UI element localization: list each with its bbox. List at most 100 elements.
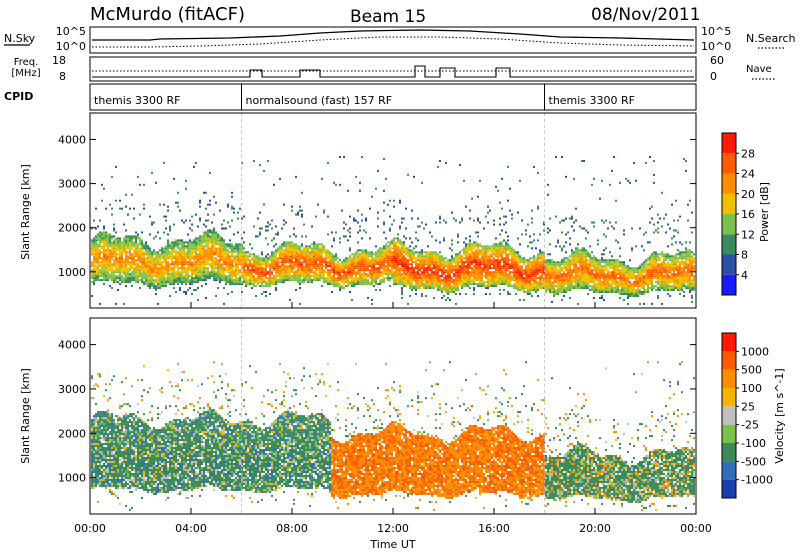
range-gate-cell: [139, 275, 141, 278]
range-gate-cell: [119, 245, 121, 248]
range-gate-cell: [427, 273, 429, 276]
range-gate-cell: [331, 231, 333, 234]
range-gate-cell: [419, 257, 421, 260]
range-gate-cell: [543, 287, 545, 290]
range-gate-cell: [211, 221, 213, 224]
range-gate-cell: [345, 235, 347, 238]
range-gate-cell: [415, 251, 417, 254]
range-gate-cell: [351, 279, 353, 282]
range-gate-cell: [213, 261, 215, 264]
range-gate-cell: [175, 281, 177, 284]
range-gate-cell: [563, 279, 565, 282]
range-gate-cell: [407, 267, 409, 270]
range-gate-cell: [237, 243, 239, 246]
range-gate-cell: [495, 185, 497, 188]
range-gate-cell: [403, 255, 405, 258]
range-gate-cell: [99, 219, 101, 222]
range-gate-cell: [203, 277, 205, 280]
range-gate-cell: [351, 285, 353, 288]
range-gate-cell: [483, 257, 485, 260]
range-gate-cell: [289, 247, 291, 250]
range-gate-cell: [513, 249, 515, 252]
range-gate-cell: [255, 265, 257, 268]
range-gate-cell: [389, 251, 391, 254]
range-gate-cell: [517, 265, 519, 268]
range-gate-cell: [283, 219, 285, 222]
range-gate-cell: [275, 261, 277, 264]
range-gate-cell: [311, 251, 313, 254]
range-gate-cell: [539, 257, 541, 260]
range-gate-cell: [451, 263, 453, 266]
range-gate-cell: [199, 249, 201, 252]
range-gate-cell: [491, 285, 493, 288]
range-gate-cell: [411, 269, 413, 272]
range-gate-cell: [251, 263, 253, 266]
range-gate-cell: [235, 273, 237, 276]
range-gate-cell: [349, 283, 351, 286]
range-gate-cell: [215, 265, 217, 268]
range-gate-cell: [185, 259, 187, 262]
range-gate-cell: [145, 273, 147, 276]
range-gate-cell: [209, 255, 211, 258]
range-gate-cell: [293, 273, 295, 276]
range-gate-cell: [327, 255, 329, 258]
range-gate-cell: [513, 273, 515, 276]
range-gate-cell: [261, 267, 263, 270]
range-gate-cell: [359, 267, 361, 270]
range-gate-cell: [103, 255, 105, 258]
range-gate-cell: [467, 267, 469, 270]
range-gate-cell: [121, 243, 123, 246]
range-gate-cell: [223, 263, 225, 266]
range-gate-cell: [401, 283, 403, 286]
range-gate-cell: [185, 241, 187, 244]
range-gate-cell: [381, 275, 383, 278]
range-gate-cell: [501, 279, 503, 282]
range-gate-cell: [559, 287, 561, 290]
range-gate-cell: [219, 281, 221, 284]
range-gate-cell: [529, 267, 531, 270]
range-gate-cell: [181, 283, 183, 286]
range-gate-cell: [303, 269, 305, 272]
range-gate-cell: [317, 253, 319, 256]
range-gate-cell: [351, 269, 353, 272]
range-gate-cell: [203, 271, 205, 274]
range-gate-cell: [525, 269, 527, 272]
range-gate-cell: [207, 275, 209, 278]
range-gate-cell: [107, 275, 109, 278]
range-gate-cell: [505, 283, 507, 286]
range-gate-cell: [215, 279, 217, 282]
range-gate-cell: [405, 263, 407, 266]
range-gate-cell: [421, 249, 423, 252]
range-gate-cell: [223, 255, 225, 258]
range-gate-cell: [491, 263, 493, 266]
range-gate-cell: [449, 247, 451, 250]
range-gate-cell: [501, 283, 503, 286]
range-gate-cell: [165, 255, 167, 258]
range-gate-cell: [221, 279, 223, 282]
range-gate-cell: [239, 247, 241, 250]
range-gate-cell: [433, 287, 435, 290]
range-gate-cell: [291, 275, 293, 278]
range-gate-cell: [307, 279, 309, 282]
range-gate-cell: [411, 289, 413, 292]
range-gate-cell: [169, 247, 171, 250]
range-gate-cell: [379, 271, 381, 274]
range-gate-cell: [119, 239, 121, 242]
range-gate-cell: [271, 283, 273, 286]
range-gate-cell: [439, 217, 441, 220]
range-gate-cell: [211, 263, 213, 266]
range-gate-cell: [215, 249, 217, 252]
range-gate-cell: [405, 273, 407, 276]
range-gate-cell: [479, 279, 481, 282]
freq-label: Freq.: [14, 57, 39, 68]
range-gate-cell: [101, 241, 103, 244]
range-gate-cell: [361, 219, 363, 222]
range-gate-cell: [401, 217, 403, 220]
range-gate-cell: [309, 279, 311, 282]
range-gate-cell: [103, 267, 105, 270]
range-gate-cell: [273, 261, 275, 264]
range-gate-cell: [393, 277, 395, 280]
range-gate-cell: [235, 261, 237, 264]
range-gate-cell: [257, 259, 259, 262]
range-gate-cell: [201, 279, 203, 282]
